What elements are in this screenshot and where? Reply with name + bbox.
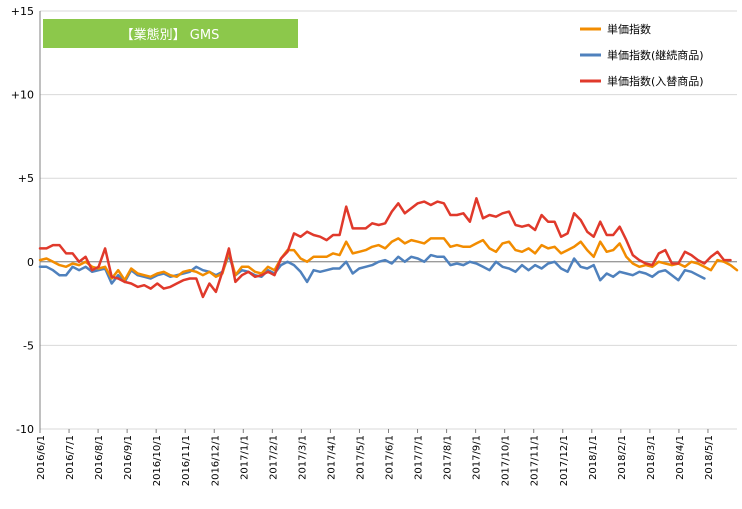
grid-lines: [40, 10, 737, 430]
x-tick-label: 2016/10/1: [152, 435, 163, 486]
x-tick-label: 2017/3/1: [297, 435, 308, 480]
legend: 単価指数 単価指数(継続商品) 単価指数(入替商品): [580, 22, 704, 88]
x-tick-label: 2018/4/1: [675, 435, 686, 480]
y-axis: +15 +10 +5 0 -5 -10: [11, 5, 34, 436]
x-tick-label: 2016/11/1: [181, 435, 192, 486]
x-tick-label: 2018/2/1: [617, 435, 628, 480]
legend-label-unit-price: 単価指数: [607, 22, 651, 36]
y-tick-label: +10: [11, 89, 34, 102]
x-tick-label: 2018/1/1: [588, 435, 599, 480]
x-tick-label: 2016/12/1: [210, 435, 221, 486]
x-tick-label: 2016/9/1: [123, 435, 134, 480]
x-tick-label: 2017/11/1: [530, 435, 541, 486]
x-tick-label: 2017/7/1: [414, 435, 425, 480]
x-tick-label: 2018/5/1: [704, 435, 715, 480]
chart-title: 【業態別】 GMS: [121, 27, 220, 43]
y-tick-label: +5: [18, 172, 34, 185]
series-lines: [38, 197, 739, 299]
x-tick-label: 2017/1/1: [239, 435, 250, 480]
x-tick-label: 2017/12/1: [559, 435, 570, 486]
y-tick-label: -5: [23, 339, 34, 352]
title-badge: 【業態別】 GMS: [43, 19, 298, 48]
x-tick-label: 2016/6/1: [36, 435, 47, 480]
x-tick-label: 2016/7/1: [65, 435, 76, 480]
legend-label-replaced-items: 単価指数(入替商品): [607, 74, 704, 88]
title-badge-background: [43, 19, 298, 48]
series-line-0: [38, 237, 739, 282]
x-tick-label: 2017/2/1: [268, 435, 279, 480]
legend-label-continuing-items: 単価指数(継続商品): [607, 48, 704, 62]
x-axis: 2016/6/1 2016/7/1 2016/8/1 2016/9/1 2016/10/…: [36, 11, 737, 486]
series-line-2: [38, 197, 732, 299]
x-tick-label: 2017/6/1: [385, 435, 396, 480]
x-tick-label: 2018/3/1: [646, 435, 657, 480]
series-line-1: [38, 253, 706, 285]
y-tick-label: +15: [11, 5, 34, 18]
x-tick-label: 2017/8/1: [443, 435, 454, 480]
x-tick-label: 2017/5/1: [355, 435, 366, 480]
x-tick-label: 2017/9/1: [472, 435, 483, 480]
x-tick-label: 2017/4/1: [326, 435, 337, 480]
y-tick-label: 0: [27, 256, 34, 269]
x-tick-label: 2017/10/1: [501, 435, 512, 486]
y-tick-label: -10: [16, 423, 34, 436]
x-tick-label: 2016/8/1: [94, 435, 105, 480]
